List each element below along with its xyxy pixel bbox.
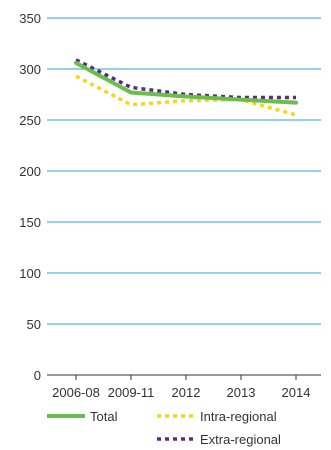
x-tick-label: 2009-11 xyxy=(108,385,155,400)
y-tick-label: 200 xyxy=(19,164,41,179)
legend-item: Intra-regional xyxy=(157,409,277,424)
series-line-extra-regional xyxy=(75,58,296,100)
x-tick-label: 2006-08 xyxy=(52,385,100,400)
y-tick-label: 350 xyxy=(19,11,41,26)
legend-item: Extra-regional xyxy=(157,432,281,447)
gridlines xyxy=(47,17,321,325)
y-tick-label: 300 xyxy=(19,62,41,77)
x-tick-label: 2012 xyxy=(172,385,201,400)
legend-label: Total xyxy=(90,409,118,424)
series-lines xyxy=(74,58,298,117)
y-tick-label: 250 xyxy=(19,113,41,128)
y-tick-label: 150 xyxy=(19,215,41,230)
y-tick-label: 100 xyxy=(19,266,41,281)
x-tick-label: 2013 xyxy=(227,385,256,400)
y-axis-tick-labels: 0 50 100 150 200 250 300 350 xyxy=(19,11,41,383)
x-tick-label: 2014 xyxy=(282,385,311,400)
x-axis xyxy=(47,374,321,380)
series-line-intra-regional xyxy=(75,74,297,117)
y-tick-label: 0 xyxy=(34,368,41,383)
legend-label: Intra-regional xyxy=(200,409,277,424)
legend-item: Total xyxy=(47,409,118,424)
legend: Total Intra-regional Extra-regional xyxy=(47,409,281,447)
series-line-total xyxy=(74,60,298,105)
y-tick-label: 50 xyxy=(27,317,41,332)
legend-label: Extra-regional xyxy=(200,432,281,447)
x-axis-tick-labels: 2006-08 2009-11 2012 2013 2014 xyxy=(52,385,310,400)
